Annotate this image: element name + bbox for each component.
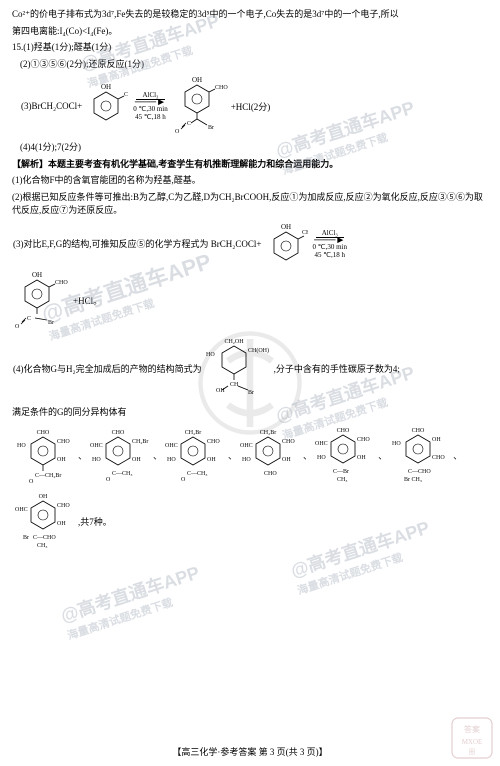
intro-line2: 第四电离能:I₄(Co)<I₄(Fe)。 bbox=[12, 25, 488, 39]
svg-text:O: O bbox=[15, 324, 20, 330]
q15-p3-equation: (3)BrCH₂COCl+ OH CHO AlCl₃ ───► 0 ℃,30 m… bbox=[12, 75, 488, 137]
svg-text:CHO: CHO bbox=[432, 455, 445, 461]
svg-text:OH: OH bbox=[280, 223, 290, 231]
svg-text:CHO: CHO bbox=[264, 471, 277, 477]
svg-text:O: O bbox=[106, 477, 111, 483]
svg-text:O: O bbox=[29, 479, 34, 485]
svg-text:CHO: CHO bbox=[337, 428, 350, 434]
svg-text:OH: OH bbox=[432, 437, 441, 443]
svg-text:OHC: OHC bbox=[90, 443, 103, 449]
svg-text:HO: HO bbox=[317, 455, 326, 461]
svg-text:CHO: CHO bbox=[282, 439, 295, 445]
svg-text:OH: OH bbox=[132, 457, 141, 463]
analysis-3-product-row: OH CHO C O Br +HCl。 bbox=[12, 270, 488, 332]
svg-text:OH: OH bbox=[57, 457, 66, 463]
benzene-oh-cho: OH CHO bbox=[84, 82, 128, 130]
svg-text:C—CHO: C—CHO bbox=[33, 535, 56, 541]
svg-text:HO: HO bbox=[392, 441, 401, 447]
svg-text:C—CHO: C—CHO bbox=[408, 469, 431, 475]
isomer-5: CHO CHO OHC OH HO C—Br CH₃ bbox=[315, 423, 375, 487]
reactant-text: (3)BrCH₂COCl+ bbox=[21, 101, 82, 111]
svg-text:CH₂Br: CH₂Br bbox=[132, 439, 148, 445]
svg-text:OHC: OHC bbox=[315, 441, 328, 447]
watermark: @高考直通车APP海量高清试题免费下载 bbox=[57, 559, 207, 644]
svg-text:Br: Br bbox=[23, 535, 29, 541]
a4-prefix: (4)化合物G与H₂完全加成后的产物的结构简式为 bbox=[13, 362, 202, 375]
isomer-2: CHO CH₂Br OHC OH HO C—CH₃O bbox=[90, 425, 150, 485]
svg-text:Br CH₃: Br CH₃ bbox=[404, 477, 422, 483]
svg-text:CH₃: CH₃ bbox=[37, 543, 47, 549]
product-text: +HCl(2分) bbox=[231, 100, 271, 113]
svg-text:OHC: OHC bbox=[165, 443, 178, 449]
svg-text:MXOE: MXOE bbox=[462, 738, 483, 746]
svg-text:CHO: CHO bbox=[57, 439, 70, 445]
q15-p1: 15.(1)羟基(1分);醛基(1分) bbox=[12, 41, 488, 55]
svg-text:CHO: CHO bbox=[55, 280, 68, 286]
isomer-6: CHO OH HO CHO C—CHO Br CH₃ bbox=[390, 423, 450, 487]
svg-text:CHO: CHO bbox=[412, 428, 425, 434]
svg-text:CHO: CHO bbox=[357, 437, 370, 443]
svg-text:OH: OH bbox=[101, 83, 111, 91]
svg-text:C—CH₃: C—CH₃ bbox=[187, 471, 207, 477]
reaction-arrow-2: AlCl₃ ───► 0 ℃,30 min 45 ℃,18 h bbox=[313, 229, 348, 259]
svg-text:OH: OH bbox=[32, 271, 42, 279]
page-footer: 【高三化学·参考答案 第 3 页(共 3 页)】 bbox=[0, 745, 500, 758]
benzene-product: OH CHO C O Br bbox=[173, 75, 229, 137]
corner-stamp: 答案 MXOE 圈 bbox=[450, 716, 494, 760]
svg-text:OH: OH bbox=[282, 457, 291, 463]
svg-text:OH: OH bbox=[39, 494, 48, 500]
svg-text:C—Br: C—Br bbox=[333, 469, 349, 475]
svg-text:OHC: OHC bbox=[240, 443, 253, 449]
svg-text:OHC: OHC bbox=[15, 507, 28, 513]
svg-text:HO: HO bbox=[167, 457, 176, 463]
svg-text:OH: OH bbox=[57, 521, 66, 527]
svg-text:O: O bbox=[175, 129, 180, 135]
svg-text:HO: HO bbox=[92, 457, 101, 463]
a3-prefix: (3)对比E,F,G的结构,可推知反应⑤的化学方程式为 BrCH₂COCl+ bbox=[13, 237, 262, 250]
svg-text:C: C bbox=[187, 121, 191, 127]
q15-p2: (2)①③⑤⑥(2分);还原反应(1分) bbox=[12, 58, 488, 72]
svg-text:CHO: CHO bbox=[124, 92, 128, 98]
svg-text:Br: Br bbox=[208, 125, 214, 131]
a5-suffix: ,共7种。 bbox=[78, 515, 112, 528]
svg-text:Br: Br bbox=[48, 320, 54, 326]
q15-p4: (4)4(1分);7(2分) bbox=[12, 141, 488, 155]
svg-text:CH₃: CH₃ bbox=[337, 477, 347, 483]
a3-suffix: +HCl。 bbox=[73, 294, 102, 307]
svg-text:CHO: CHO bbox=[215, 85, 228, 91]
isomer-structures: CHO CHOHO OH C—CH₂BrO 、 CHO CH₂BrOHC OHH… bbox=[12, 422, 488, 554]
svg-text:HO: HO bbox=[17, 443, 26, 449]
svg-text:CHO: CHO bbox=[207, 439, 220, 445]
svg-text:CHO: CHO bbox=[302, 230, 308, 236]
benzene-product-2: OH CHO C O Br bbox=[13, 270, 71, 332]
analysis-2: (2)根据已知反应条件等可推出:B为乙醇,C为乙醛,D为CH₂BrCOOH,反应… bbox=[12, 191, 488, 218]
svg-text:答案: 答案 bbox=[464, 724, 480, 734]
reaction-arrow: AlCl₃ ───► 0 ℃,30 min 45 ℃,18 h bbox=[133, 91, 168, 121]
svg-text:C: C bbox=[27, 316, 31, 322]
svg-text:OH: OH bbox=[357, 455, 366, 461]
analysis-1: (1)化合物F中的含氧官能团的名称为羟基,醛基。 bbox=[12, 174, 488, 188]
svg-text:C—CH₂Br: C—CH₂Br bbox=[35, 473, 61, 479]
svg-text:HO: HO bbox=[242, 457, 251, 463]
svg-text:CHO: CHO bbox=[37, 430, 50, 436]
intro-line1: Co²⁺的价电子排布式为3d⁷,Fe失去的是较稳定的3d⁵中的一个电子,Co失去… bbox=[12, 8, 488, 22]
svg-text:圈: 圈 bbox=[469, 749, 475, 756]
svg-text:CHO: CHO bbox=[57, 503, 70, 509]
svg-text:OH: OH bbox=[192, 76, 202, 84]
isomer-1: CHO CHO HO OH C—CH₂BrO bbox=[15, 425, 75, 485]
svg-text:C—CH₃: C—CH₃ bbox=[112, 471, 132, 477]
background-logo bbox=[195, 328, 305, 438]
analysis-3-equation: (3)对比E,F,G的结构,可推知反应⑤的化学方程式为 BrCH₂COCl+ O… bbox=[12, 222, 488, 266]
svg-text:O: O bbox=[181, 477, 186, 483]
isomer-7: OH CHO OHC OH C—CHO Br CH₃ bbox=[15, 489, 75, 553]
analysis-title: 【解析】本题主要考查有机化学基础,考查学生有机推断理解能力和综合运用能力。 bbox=[12, 158, 488, 172]
benzene-oh-cho-2: OH CHO bbox=[264, 222, 308, 266]
svg-text:OH: OH bbox=[207, 457, 216, 463]
svg-text:CHO: CHO bbox=[112, 430, 125, 436]
